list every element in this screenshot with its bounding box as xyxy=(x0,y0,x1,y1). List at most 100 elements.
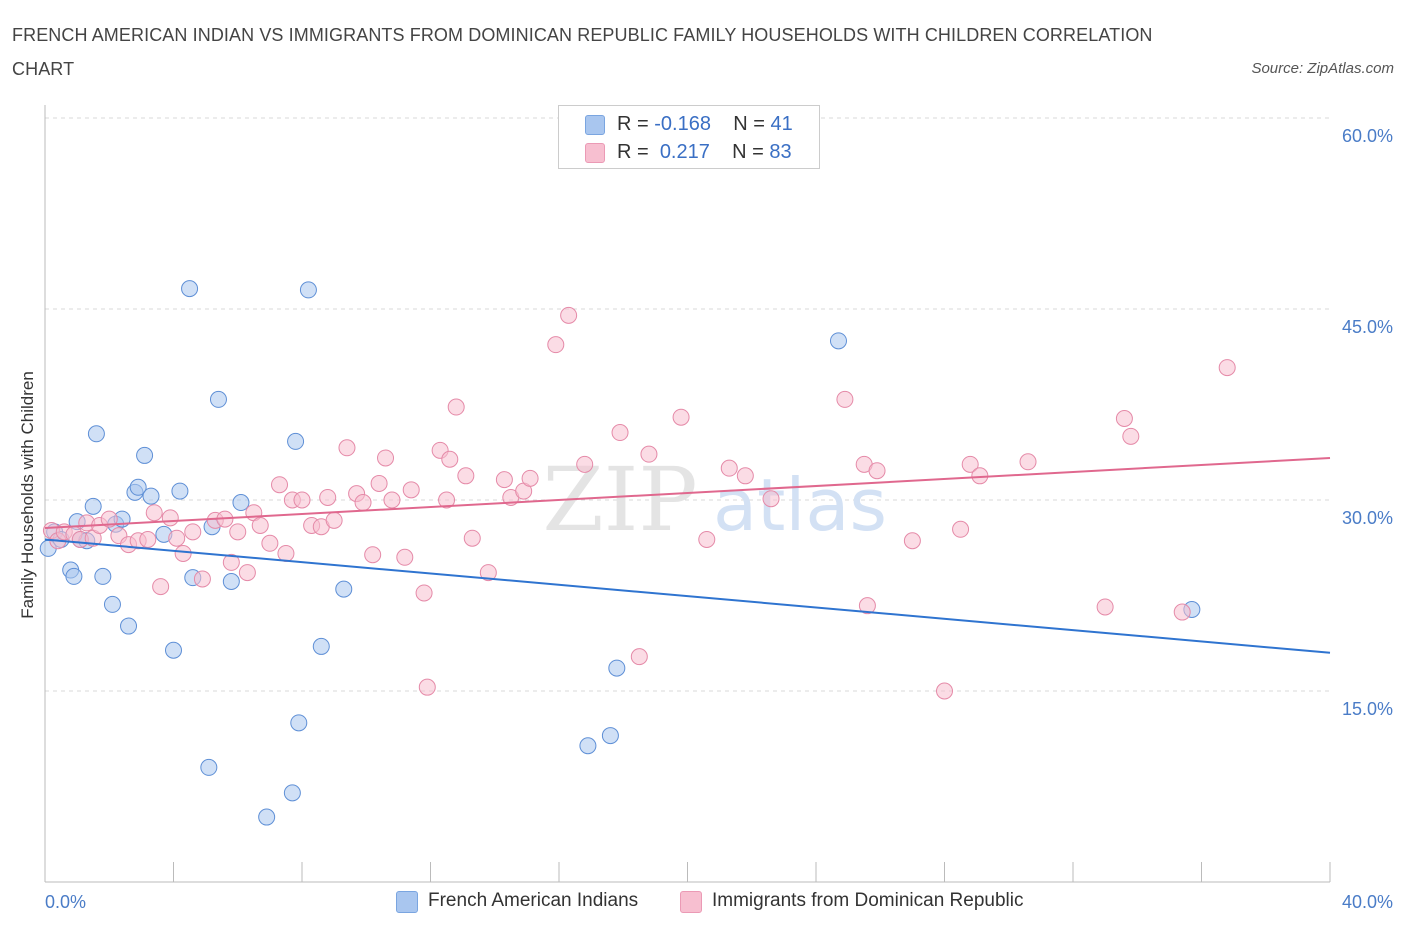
legend-r-label: R = xyxy=(617,141,649,163)
pink-point xyxy=(100,510,118,528)
pink-point xyxy=(640,445,658,463)
blue-point xyxy=(120,617,138,635)
pink-point xyxy=(672,408,690,426)
pink-point xyxy=(293,491,311,509)
pink-point xyxy=(370,474,388,492)
pink-point xyxy=(168,529,186,547)
pink-point xyxy=(139,530,157,548)
blue-point xyxy=(142,487,160,505)
x-tick-label-max: 40.0% xyxy=(1342,892,1393,912)
blue-point xyxy=(181,280,199,298)
blue-point xyxy=(601,727,619,745)
pink-point xyxy=(736,467,754,485)
pink-point xyxy=(319,488,337,506)
pink-point xyxy=(521,469,539,487)
y-tick-label: 45.0% xyxy=(1342,317,1393,337)
blue-point xyxy=(171,482,189,500)
blue-point xyxy=(165,641,182,659)
y-tick-label: 60.0% xyxy=(1342,126,1393,146)
pink-point xyxy=(277,544,295,562)
blue-point xyxy=(103,595,121,613)
pink-point xyxy=(1115,410,1133,428)
pink-point xyxy=(903,532,921,550)
pink-point xyxy=(479,564,497,582)
pink-point xyxy=(418,678,436,696)
blue-point xyxy=(579,737,597,755)
blue-point xyxy=(299,281,317,299)
legend-n-label: N = xyxy=(732,141,764,163)
blue-point xyxy=(209,390,227,408)
blue-point xyxy=(136,446,154,464)
pink-point xyxy=(325,511,343,529)
blue-point xyxy=(258,808,276,826)
blue-point xyxy=(222,572,240,590)
pink-point xyxy=(261,534,279,552)
legend-n-label: N = xyxy=(733,113,765,135)
pink-point xyxy=(1173,603,1191,621)
pink-point xyxy=(1218,359,1236,377)
series-name: Immigrants from Dominican Republic xyxy=(712,890,1024,911)
pink-point xyxy=(377,449,395,467)
pink-point xyxy=(560,306,578,324)
pink-point xyxy=(698,530,716,548)
pink-point xyxy=(251,516,269,534)
y-tick-labels: 15.0% 30.0% 45.0% 60.0% xyxy=(1342,126,1393,719)
blue-point xyxy=(829,332,847,350)
pink-point xyxy=(402,481,420,499)
pink-point xyxy=(576,455,594,473)
blue-swatch xyxy=(396,891,418,913)
pink-point xyxy=(720,459,738,477)
pink-point xyxy=(396,548,414,566)
correlation-legend: R = -0.168 N = 41 R = 0.217 N = 83 xyxy=(558,105,820,169)
blue-point xyxy=(283,784,301,802)
pink-point xyxy=(463,529,481,547)
pink-point xyxy=(611,424,629,442)
legend-r-label: R = xyxy=(617,113,649,135)
pink-point xyxy=(152,578,170,596)
pink-point xyxy=(441,450,459,468)
pink-point xyxy=(1096,598,1114,616)
pink-point xyxy=(495,471,513,489)
pink-point xyxy=(868,462,886,480)
blue-point xyxy=(84,497,102,515)
legend-n-value: 83 xyxy=(769,141,792,163)
blue-point xyxy=(290,714,308,732)
pink-point xyxy=(338,439,356,457)
y-tick-label: 30.0% xyxy=(1342,508,1393,528)
pink-point xyxy=(961,455,979,473)
blue-point xyxy=(335,580,353,598)
pink-point xyxy=(952,520,970,538)
pink-swatch xyxy=(680,891,702,913)
blue-point xyxy=(65,567,83,585)
blue-point xyxy=(312,637,330,655)
pink-point xyxy=(762,490,780,508)
pink-point xyxy=(354,494,372,512)
trend-lines xyxy=(44,456,1331,654)
pink-point xyxy=(1122,427,1140,445)
pink-point xyxy=(1019,453,1037,471)
legend-r-value: -0.168 xyxy=(654,113,711,135)
pink-point xyxy=(229,523,247,541)
legend-r-value: 0.217 xyxy=(659,141,710,163)
pink-point xyxy=(184,523,202,541)
chart-source: Source: ZipAtlas.com xyxy=(1251,60,1394,77)
blue-point xyxy=(287,432,305,450)
blue-point xyxy=(94,567,112,585)
pink-point xyxy=(630,648,648,666)
pink-point xyxy=(271,476,289,494)
pink-point xyxy=(174,544,192,562)
pink-point xyxy=(858,597,876,615)
pink-point xyxy=(193,570,211,588)
pink-point xyxy=(438,491,456,509)
pink-point xyxy=(457,467,475,485)
watermark: ZIP atlas xyxy=(542,448,887,551)
blue-point xyxy=(87,425,105,443)
blue-point xyxy=(200,758,218,776)
blue-swatch xyxy=(585,115,605,135)
pink-point xyxy=(161,509,179,527)
pink-point xyxy=(836,390,854,408)
pink-point xyxy=(415,584,433,602)
pink-trend-line xyxy=(44,456,1331,530)
legend-n-value: 41 xyxy=(770,113,793,135)
